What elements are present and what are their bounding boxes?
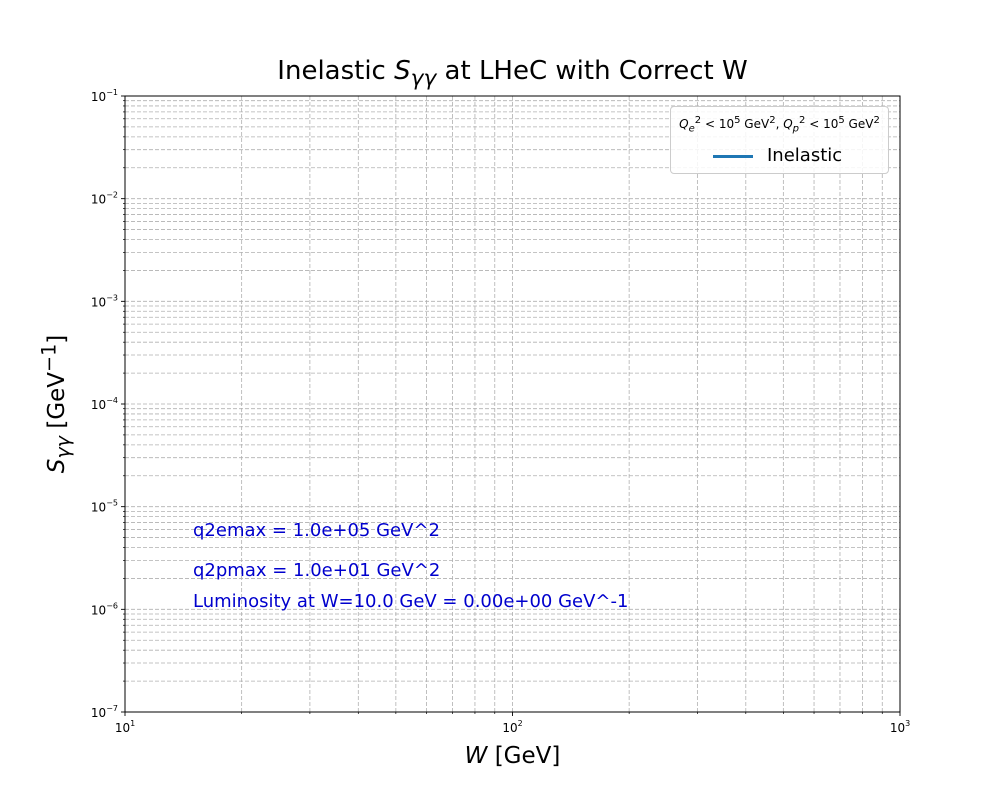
annotation-luminosity: Luminosity at W=10.0 GeV = 0.00e+00 GeV^…: [193, 591, 629, 612]
x-tick-label: 102: [502, 719, 522, 735]
annotation-q2pmax: q2pmax = 1.0e+01 GeV^2: [193, 560, 441, 581]
y-tick-label: 10−4: [91, 396, 118, 412]
y-tick-label: 10−2: [91, 191, 118, 207]
y-tick-label: 10−7: [91, 704, 118, 720]
x-tick-label: 101: [115, 719, 135, 735]
legend-swatch-inelastic: [713, 155, 753, 158]
y-tick-label: 10−1: [91, 88, 118, 104]
y-tick-label: 10−3: [91, 293, 118, 309]
plot-frame: [124, 95, 901, 713]
legend-label-inelastic: Inelastic: [767, 145, 843, 166]
y-axis-label: Sγγ [GeV−1]: [37, 334, 75, 474]
legend: Qe2 < 105 GeV2, Qp2 < 105 GeV2 Inelastic: [670, 106, 889, 174]
x-tick-label: 103: [890, 719, 910, 735]
y-tick-label: 10−5: [91, 499, 118, 515]
chart-title: Inelastic Sγγ at LHeC with Correct W: [277, 56, 748, 92]
x-axis-label: W [GeV]: [464, 743, 561, 769]
legend-title: Qe2 < 105 GeV2, Qp2 < 105 GeV2: [679, 115, 880, 135]
annotation-q2emax: q2emax = 1.0e+05 GeV^2: [193, 520, 440, 541]
y-tick-label: 10−6: [91, 601, 118, 617]
